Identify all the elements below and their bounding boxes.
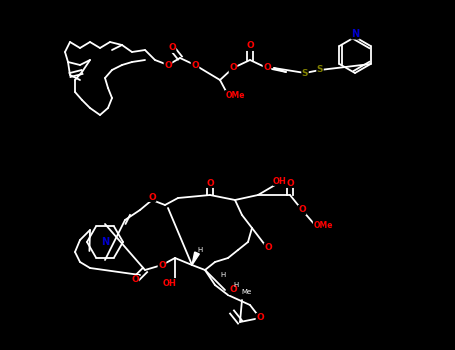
Text: O: O [263, 63, 271, 72]
Text: O: O [229, 63, 237, 72]
Text: O: O [131, 275, 139, 285]
Text: OH: OH [273, 176, 287, 186]
Text: S: S [302, 69, 308, 77]
Text: Me: Me [241, 289, 251, 295]
Text: O: O [229, 286, 237, 294]
Text: O: O [256, 314, 264, 322]
Text: OMe: OMe [313, 220, 333, 230]
Text: O: O [206, 178, 214, 188]
Text: OMe: OMe [225, 91, 245, 99]
Text: O: O [158, 260, 166, 270]
Text: O: O [264, 244, 272, 252]
Text: S: S [317, 65, 323, 75]
Text: H: H [197, 247, 202, 253]
Text: OH: OH [163, 279, 177, 287]
Text: N: N [101, 237, 109, 247]
Text: O: O [164, 61, 172, 70]
Text: H: H [233, 282, 238, 288]
Text: O: O [246, 42, 254, 50]
Text: O: O [148, 193, 156, 202]
Text: N: N [351, 29, 359, 39]
Polygon shape [192, 252, 199, 265]
Text: O: O [286, 178, 294, 188]
Text: O: O [191, 61, 199, 70]
Text: O: O [298, 205, 306, 215]
Text: H: H [220, 272, 225, 278]
Text: O: O [168, 43, 176, 52]
